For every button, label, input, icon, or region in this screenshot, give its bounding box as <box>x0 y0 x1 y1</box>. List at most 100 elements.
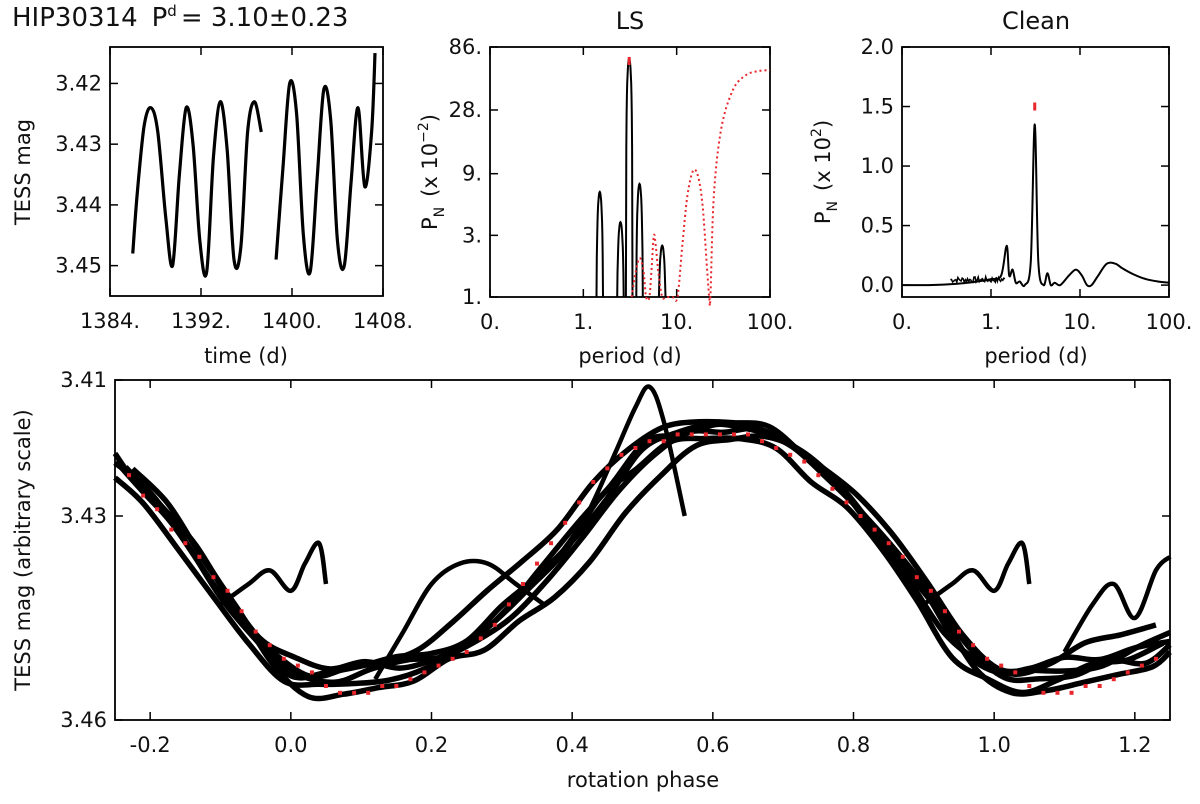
phased-model-point <box>1055 690 1060 695</box>
phased-model-point <box>872 527 877 532</box>
ls-title: LS <box>616 7 645 35</box>
phased-model-point <box>211 575 216 580</box>
phased-model-point <box>746 432 750 437</box>
phased-frame <box>114 379 1171 721</box>
lightcurve-xtick-label: 1384. <box>80 309 140 333</box>
phased-model-point <box>394 684 399 688</box>
lightcurve-ytick-label: 3.42 <box>55 71 102 95</box>
phased-model-point <box>605 466 610 471</box>
phased-ytick-label: 3.46 <box>60 708 107 732</box>
phased-model-point <box>309 670 314 675</box>
phased-xtick-label: 0.0 <box>274 733 307 757</box>
phased-model-point <box>886 541 891 546</box>
phased-model-point <box>1027 684 1032 688</box>
phased-model-point <box>506 602 511 607</box>
phased-model-point <box>760 439 765 444</box>
ls-ylabel: PN(x 10−2) <box>416 114 448 230</box>
ls-window-function <box>630 69 771 307</box>
phased-model-point <box>830 486 835 491</box>
phased-model-point <box>408 677 413 682</box>
ls-ytick-label: 1. <box>462 285 482 309</box>
phased-xtick-label: -0.2 <box>130 733 171 757</box>
phased-model-point <box>633 446 638 450</box>
clean-xlabel: period (d) <box>984 344 1087 368</box>
phased-flare-line <box>373 558 546 681</box>
phased-model-point <box>1013 670 1018 675</box>
phased-ytick-label: 3.43 <box>60 504 107 528</box>
phased-model-point <box>549 541 554 546</box>
clean-xtick-label: 10. <box>1063 310 1096 334</box>
phased-model-point <box>774 446 779 450</box>
phased-model-point <box>155 507 160 512</box>
phased-model-point <box>985 656 990 661</box>
lightcurve-ytick-label: 3.43 <box>55 132 102 156</box>
clean-title: Clean <box>1002 7 1070 35</box>
clean-ytick-label: 0.0 <box>861 273 894 297</box>
phased-xtick-label: 0.6 <box>696 733 729 757</box>
phased-model-point <box>253 629 258 634</box>
phased-ytick-label: 3.41 <box>60 368 107 392</box>
phased-model-point <box>647 439 652 444</box>
phased-model-point <box>338 690 343 695</box>
phased-model-point <box>971 643 976 648</box>
clean-panel: Clean 0. 1. 10. 100. 0.0 0.5 1.0 1.5 2.0 period … <box>809 7 1192 368</box>
phased-model-point <box>844 500 849 505</box>
clean-xtick-label: 100. <box>1146 310 1193 334</box>
phased-flare-line <box>556 384 687 559</box>
phased-model-point <box>535 561 539 566</box>
phased-model-point <box>689 432 694 437</box>
clean-ytick-label: 1.0 <box>861 154 894 178</box>
lightcurve-ylabel: TESS mag <box>11 119 35 226</box>
phased-model-point <box>1041 690 1046 695</box>
clean-ytick-label: 1.5 <box>861 95 894 119</box>
phased-model-point <box>619 452 624 457</box>
phased-model-point <box>942 609 947 614</box>
phased-model-point <box>169 527 174 532</box>
phased-model-point <box>225 588 230 593</box>
phased-ticks: -0.2 0.0 0.2 0.4 0.6 0.8 1.0 1.2 3.41 3.43 3.46 <box>60 368 1170 757</box>
ls-ticks: 0. 1. 10. 100.1.3.9.28.86. <box>449 35 794 334</box>
ls-frame <box>489 46 771 298</box>
phased-xlabel: rotation phase <box>567 768 719 792</box>
clean-ytick-label: 2.0 <box>861 35 894 59</box>
clean-noise-line <box>950 273 1006 285</box>
period-value: = 3.10±0.23 <box>181 3 349 33</box>
clean-ytick-label: 0.5 <box>861 214 894 238</box>
phased-model-point <box>703 432 708 437</box>
phased-model-point <box>450 656 455 661</box>
ls-xtick-label: 0. <box>480 310 500 334</box>
lightcurve-series-line <box>131 100 263 278</box>
phased-model-point <box>591 480 596 484</box>
phased-model-point <box>1083 684 1088 688</box>
phased-xtick-label: 0.2 <box>415 733 448 757</box>
ls-periodogram-peak <box>635 182 644 298</box>
phased-model-point <box>281 656 286 661</box>
lightcurve-xtick-label: 1392. <box>171 309 231 333</box>
phased-model-point <box>914 575 919 580</box>
phased-model-point <box>366 690 371 695</box>
phased-model-point <box>267 643 272 648</box>
ls-ytick-label: 86. <box>449 35 482 59</box>
clean-xtick-label: 0. <box>892 310 912 334</box>
clean-data <box>901 102 1170 288</box>
phased-model-point <box>858 514 863 518</box>
phased-xtick-label: 0.8 <box>837 733 870 757</box>
lightcurve-data <box>131 53 377 278</box>
ls-xtick-label: 100. <box>747 310 794 334</box>
phased-flare-line <box>1062 555 1172 654</box>
lightcurve-series-line <box>274 53 377 276</box>
lightcurve-ytick-label: 3.44 <box>55 193 102 217</box>
phased-model-point <box>127 473 132 478</box>
phased-model-point <box>324 684 328 688</box>
phased-panel: -0.2 0.0 0.2 0.4 0.6 0.8 1.0 1.2 3.41 3.43 3.46 ro… <box>11 368 1172 792</box>
lightcurve-xlabel: time (d) <box>204 344 288 368</box>
phased-model-point <box>492 622 497 627</box>
phased-xtick-label: 0.4 <box>555 733 588 757</box>
phased-model-point <box>352 690 357 695</box>
phased-model-point <box>661 439 666 444</box>
clean-xtick-label: 1. <box>981 310 1001 334</box>
phased-model-point <box>520 582 525 586</box>
lightcurve-ticks: 1384. 1392. 1400. 1408. 3.42 3.43 3.44 3.45 <box>55 47 413 333</box>
period-superscript: d <box>167 2 177 20</box>
